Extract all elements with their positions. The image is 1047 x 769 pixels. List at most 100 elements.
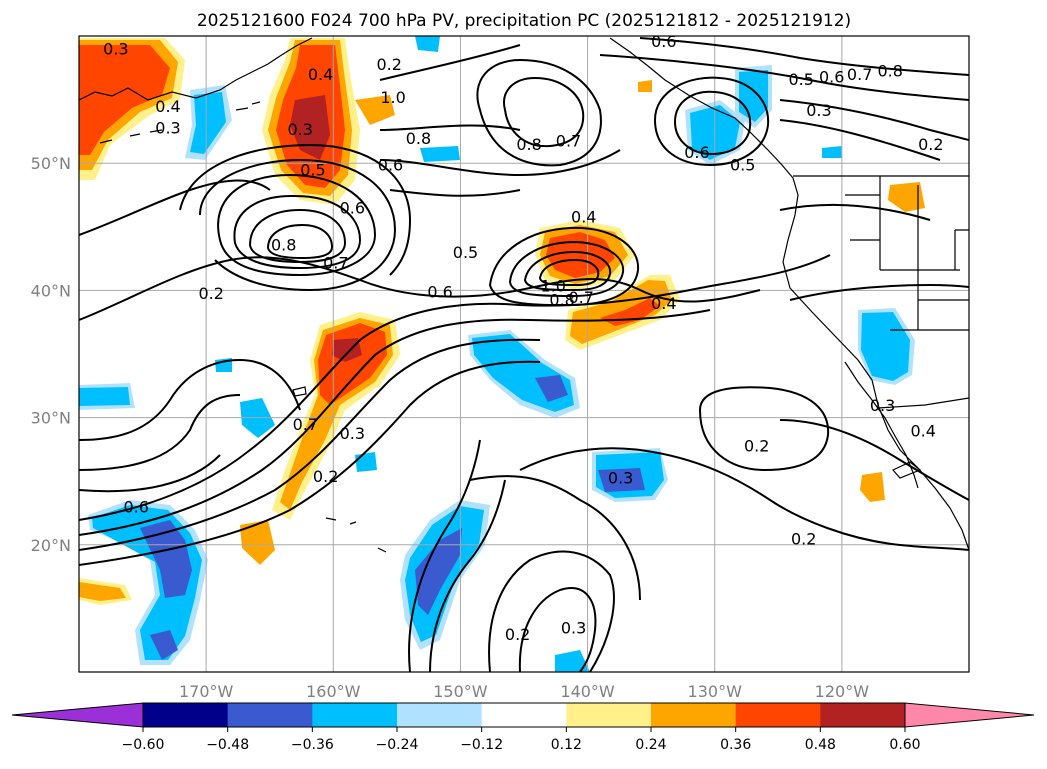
colorbar-tick-label: 0.60 xyxy=(889,737,920,753)
contour-line xyxy=(538,258,600,287)
contour-label: 0.6 xyxy=(378,155,403,174)
contour-label: 0.6 xyxy=(340,199,365,218)
contour-label: 0.5 xyxy=(300,161,325,180)
contour-label: 0.4 xyxy=(911,421,936,440)
contour-label: 0.4 xyxy=(308,65,333,84)
colorbar-tick-label: −0.48 xyxy=(206,737,249,753)
contour-line xyxy=(429,479,506,672)
contour-label: 0.3 xyxy=(561,618,586,637)
contour-line xyxy=(789,283,969,301)
colorbar-segment xyxy=(143,703,229,727)
coastlines xyxy=(79,37,969,553)
contour-label: 0.5 xyxy=(730,155,755,174)
precip-negative-region xyxy=(150,630,178,660)
contour-line xyxy=(79,309,711,536)
colorbar-min-extension xyxy=(11,702,144,728)
precip-negative-region xyxy=(415,36,440,52)
precip-negative-region xyxy=(420,146,460,162)
contour-line xyxy=(79,338,541,551)
contour-label: 0.6 xyxy=(123,498,148,517)
contour-line xyxy=(779,203,931,221)
contour-line xyxy=(523,250,612,292)
colorbar-segment xyxy=(397,703,483,727)
precip-negative-region xyxy=(861,312,910,381)
contour-label: 0.5 xyxy=(453,243,478,262)
contour-label: 0.7 xyxy=(568,288,593,307)
contour-label: 0.3 xyxy=(103,40,128,59)
contour-line xyxy=(266,223,334,260)
precip-positive-region xyxy=(638,80,652,92)
lon-tick-label: 140°W xyxy=(560,682,615,701)
colorbar-outline xyxy=(142,702,906,728)
contour-label: 0.7 xyxy=(847,65,872,84)
contour-line xyxy=(199,158,397,292)
contour-label: 0.7 xyxy=(323,253,348,272)
contour-line xyxy=(779,419,969,501)
contour-line xyxy=(217,173,377,277)
precip-negative-region xyxy=(555,650,590,672)
contour-line xyxy=(503,76,585,148)
colorbar-segment xyxy=(651,703,737,727)
contour-line xyxy=(653,76,770,167)
lon-tick-label: 150°W xyxy=(433,682,488,701)
contour-label: 0.5 xyxy=(788,70,813,89)
contour-label: 0.4 xyxy=(651,294,676,313)
contour-line xyxy=(518,587,597,672)
lat-tick-label: 50°N xyxy=(31,154,71,173)
contour-label: 0.8 xyxy=(549,290,574,309)
contour-label: 0.8 xyxy=(516,135,541,154)
lat-tick-label: 20°N xyxy=(31,536,71,555)
map-frame xyxy=(78,35,970,673)
lon-tick-label: 160°W xyxy=(306,682,361,701)
precip-positive-region xyxy=(290,95,330,160)
contour-line xyxy=(79,358,301,441)
contour-label: 0.4 xyxy=(571,208,596,227)
contour-label: 0.7 xyxy=(556,131,581,150)
contour-line xyxy=(488,226,640,307)
contour-label: 0.2 xyxy=(505,625,530,644)
latitude-labels: 50°N 40°N 30°N 20°N xyxy=(31,154,71,555)
contour-label: 0.3 xyxy=(870,396,895,415)
contour-line xyxy=(79,254,831,521)
precip-negative-region xyxy=(140,520,192,598)
precip-negative-region xyxy=(598,468,645,492)
precip-negative-region xyxy=(79,387,130,406)
contour-line xyxy=(673,90,752,156)
contour-line xyxy=(779,119,941,161)
precip-positive-region xyxy=(860,472,885,502)
contour-line xyxy=(779,99,969,141)
precip-positive-region xyxy=(332,338,362,362)
baja-california-coastline xyxy=(844,361,919,489)
colorbar-segment xyxy=(227,703,313,727)
lon-tick-label: 130°W xyxy=(688,682,743,701)
colorbar-labels: −0.60 −0.48 −0.36 −0.24 −0.12 0.12 0.24 0.36 0.4… xyxy=(122,737,921,753)
lon-tick-label: 170°W xyxy=(179,682,234,701)
colorbar-tick-label: 0.48 xyxy=(805,737,836,753)
contour-line xyxy=(519,447,969,551)
precip-positive-region xyxy=(355,95,395,125)
colorbar xyxy=(11,702,1035,732)
contour-label: 0.3 xyxy=(340,424,365,443)
contour-line xyxy=(248,208,347,264)
contour-line xyxy=(233,194,362,270)
colorbar-max-extension xyxy=(904,702,1035,728)
colorbar-tick-label: −0.12 xyxy=(460,737,503,753)
precip-negative-region xyxy=(535,375,568,402)
contour-label: 0.8 xyxy=(406,129,431,148)
contour-label: 0.7 xyxy=(293,415,318,434)
colorbar-tick-label: 0.12 xyxy=(551,737,582,753)
precip-negative-region xyxy=(355,452,377,472)
colorbar-segment xyxy=(481,703,567,727)
contour-label: 0.3 xyxy=(155,119,180,138)
contour-line xyxy=(379,124,521,131)
precip-positive-region xyxy=(79,582,126,601)
contour-line xyxy=(698,386,830,472)
contour-line xyxy=(179,143,412,276)
contour-label: 0.4 xyxy=(155,97,180,116)
contour-labels: 0.30.40.30.40.30.50.21.00.80.60.60.80.70… xyxy=(103,32,943,644)
contour-label: 0.2 xyxy=(791,529,816,548)
pv-contours xyxy=(79,37,969,672)
colorbar-segment xyxy=(820,703,906,727)
